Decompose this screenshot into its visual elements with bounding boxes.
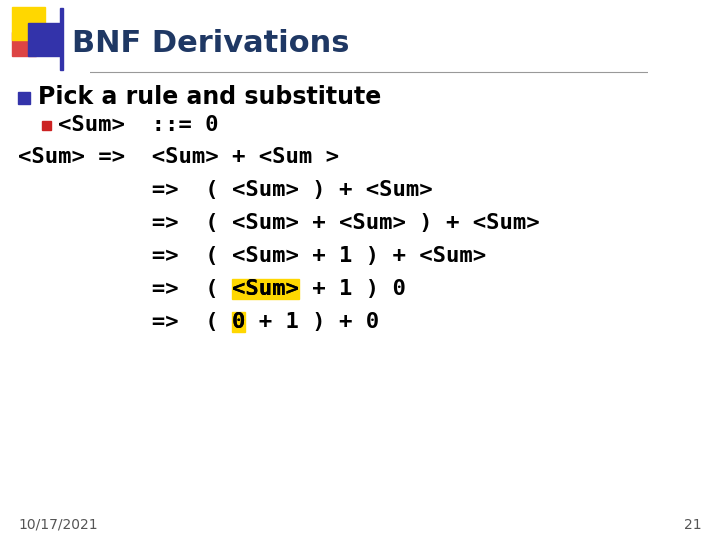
Text: Pick a rule and substitute: Pick a rule and substitute	[38, 85, 382, 109]
Text: 0: 0	[232, 312, 246, 332]
Bar	[42, 121, 51, 130]
Text: <Sum>: <Sum>	[232, 279, 299, 299]
Text: =>  ( <Sum> + <Sum> ) + <Sum>: => ( <Sum> + <Sum> ) + <Sum>	[18, 213, 539, 233]
Text: 10/17/2021: 10/17/2021	[18, 518, 98, 532]
Bar	[12, 7, 45, 40]
Bar	[60, 8, 63, 70]
Bar	[28, 23, 61, 56]
Text: 21: 21	[685, 518, 702, 532]
Bar	[232, 312, 246, 332]
Bar	[18, 92, 30, 104]
Text: <Sum>  ::= 0: <Sum> ::= 0	[58, 115, 218, 135]
Text: <Sum> =>  <Sum> + <Sum >: <Sum> => <Sum> + <Sum >	[18, 147, 339, 167]
Text: =>  ( <Sum> + 1 ) + <Sum>: => ( <Sum> + 1 ) + <Sum>	[18, 246, 486, 266]
Text: BNF Derivations: BNF Derivations	[72, 29, 349, 57]
Text: =>  ( 0 + 1 ) + 0: => ( 0 + 1 ) + 0	[18, 312, 379, 332]
Bar	[12, 32, 36, 56]
Bar	[232, 279, 299, 299]
Text: =>  ( <Sum> ) + <Sum>: => ( <Sum> ) + <Sum>	[18, 180, 433, 200]
Text: X: X	[18, 279, 32, 299]
Text: =>  ( <Sum> + 1 ) 0: => ( <Sum> + 1 ) 0	[18, 279, 406, 299]
